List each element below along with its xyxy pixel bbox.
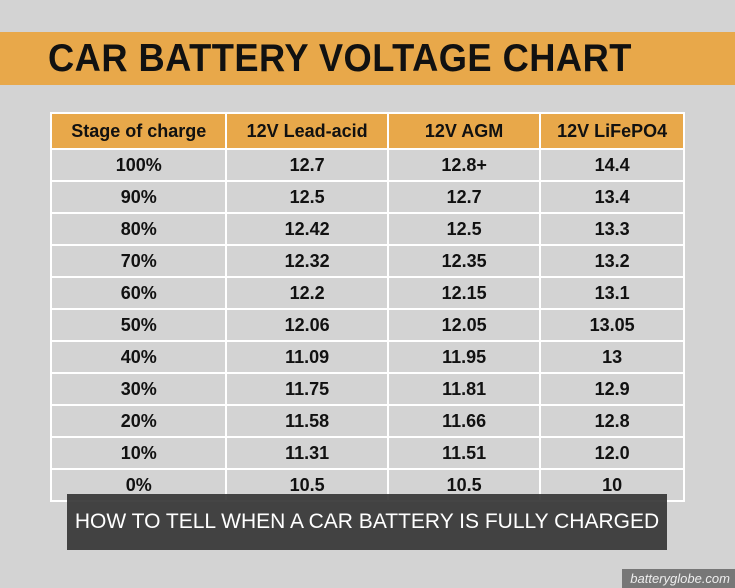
table-cell: 13.2 [539, 244, 685, 278]
table-cell: 12.0 [539, 436, 685, 470]
column-header: 12V AGM [386, 112, 542, 150]
table-cell: 12.8+ [386, 148, 542, 182]
table-cell: 12.2 [225, 276, 389, 310]
caption-overlay: HOW TO TELL WHEN A CAR BATTERY IS FULLY … [67, 494, 667, 550]
table-cell: 12.5 [225, 180, 389, 214]
table-cell: 11.95 [386, 340, 542, 374]
table-cell: 12.06 [225, 308, 389, 342]
table-cell: 11.81 [386, 372, 542, 406]
table-cell: 11.58 [225, 404, 389, 438]
column-header: 12V LiFePO4 [539, 112, 685, 150]
table-cell: 11.09 [225, 340, 389, 374]
table-row: 20% 11.58 11.66 12.8 [49, 404, 685, 438]
voltage-table: Stage of charge 12V Lead-acid 12V AGM 12V L… [49, 112, 685, 502]
table-cell: 12.32 [225, 244, 389, 278]
table-row: 10% 11.31 11.51 12.0 [49, 436, 685, 470]
table-cell: 30% [49, 372, 228, 406]
table-cell: 12.05 [386, 308, 542, 342]
table-cell: 11.66 [386, 404, 542, 438]
table-cell: 12.7 [225, 148, 389, 182]
table-row: 60% 12.2 12.15 13.1 [49, 276, 685, 310]
table-cell: 14.4 [539, 148, 685, 182]
table-cell: 11.75 [225, 372, 389, 406]
table-cell: 50% [49, 308, 228, 342]
table-cell: 13.05 [539, 308, 685, 342]
table-cell: 13.1 [539, 276, 685, 310]
table-row: 100% 12.7 12.8+ 14.4 [49, 148, 685, 182]
column-header: Stage of charge [49, 112, 228, 150]
table-cell: 80% [49, 212, 228, 246]
table-cell: 10% [49, 436, 228, 470]
table-cell: 13 [539, 340, 685, 374]
table-row: 30% 11.75 11.81 12.9 [49, 372, 685, 406]
table-cell: 11.31 [225, 436, 389, 470]
table-cell: 12.42 [225, 212, 389, 246]
table-row: 90% 12.5 12.7 13.4 [49, 180, 685, 214]
table-cell: 12.8 [539, 404, 685, 438]
chart-title: CAR BATTERY VOLTAGE CHART [48, 36, 632, 80]
table-cell: 12.9 [539, 372, 685, 406]
table-row: 40% 11.09 11.95 13 [49, 340, 685, 374]
watermark: batteryglobe.com [622, 569, 735, 588]
table-cell: 90% [49, 180, 228, 214]
table-cell: 11.51 [386, 436, 542, 470]
table-cell: 13.3 [539, 212, 685, 246]
table-cell: 12.5 [386, 212, 542, 246]
table-row: 80% 12.42 12.5 13.3 [49, 212, 685, 246]
table-cell: 12.7 [386, 180, 542, 214]
table-cell: 60% [49, 276, 228, 310]
table-row: 50% 12.06 12.05 13.05 [49, 308, 685, 342]
table-cell: 20% [49, 404, 228, 438]
table-cell: 13.4 [539, 180, 685, 214]
table-cell: 12.35 [386, 244, 542, 278]
table-cell: 100% [49, 148, 228, 182]
table-cell: 40% [49, 340, 228, 374]
title-banner: CAR BATTERY VOLTAGE CHART [0, 32, 735, 85]
table-header-row: Stage of charge 12V Lead-acid 12V AGM 12V L… [49, 112, 685, 150]
table-cell: 12.15 [386, 276, 542, 310]
table-cell: 70% [49, 244, 228, 278]
table-row: 70% 12.32 12.35 13.2 [49, 244, 685, 278]
column-header: 12V Lead-acid [225, 112, 389, 150]
